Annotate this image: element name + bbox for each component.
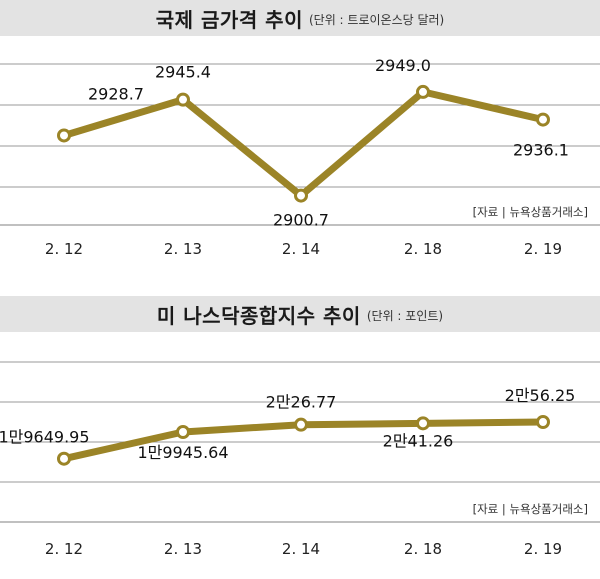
x-tick-label: 2. 12: [45, 540, 83, 558]
x-tick-label: 2. 14: [282, 240, 320, 258]
data-label: 2만41.26: [383, 431, 454, 450]
gold-chart-unit: (단위 : 트로이온스당 달러): [308, 13, 445, 27]
x-tick-label: 2. 18: [404, 540, 442, 558]
data-point: [57, 128, 71, 143]
nasdaq-chart: 미 나스닥종합지수 추이 (단위 : 포인트) [자료 | 뉴욕상품거래소] 1만…: [0, 296, 600, 579]
source-note: [자료 | 뉴욕상품거래소]: [473, 502, 588, 516]
data-label: 2만56.25: [505, 386, 576, 405]
data-point: [416, 84, 430, 99]
data-point: [176, 92, 190, 107]
data-point: [294, 188, 308, 203]
x-tick-label: 2. 12: [45, 240, 83, 258]
x-tick-label: 2. 19: [524, 240, 562, 258]
data-label: 1만9945.64: [137, 443, 228, 462]
data-label: 2928.7: [88, 84, 144, 103]
data-label: 2900.7: [273, 211, 329, 230]
source-note: [자료 | 뉴욕상품거래소]: [473, 205, 588, 219]
data-point: [536, 112, 550, 127]
gold-price-chart: 국제 금가격 추이 (단위 : 트로이온스당 달러) [자료 | 뉴욕상품거래소…: [0, 0, 600, 258]
data-point: [57, 451, 71, 466]
data-point: [176, 424, 190, 439]
gold-plot-area: [자료 | 뉴욕상품거래소] 2928.7 2945.4 2900.7 2949.0 29…: [0, 56, 600, 258]
nasdaq-chart-unit: (단위 : 포인트): [366, 309, 444, 323]
nasdaq-chart-title-bar: [0, 296, 600, 332]
data-label: 2949.0: [375, 56, 431, 75]
data-point: [294, 417, 308, 432]
nasdaq-chart-title: 미 나스닥종합지수 추이: [156, 303, 361, 328]
data-label: 1만9649.95: [0, 428, 90, 447]
x-tick-label: 2. 14: [282, 540, 320, 558]
data-point: [536, 415, 550, 429]
data-label: 2936.1: [513, 141, 569, 160]
x-tick-label: 2. 13: [164, 540, 202, 558]
x-tick-label: 2. 19: [524, 540, 562, 558]
nasdaq-plot-area: [자료 | 뉴욕상품거래소] 1만9649.95 1만9945.64 2만26.77 2…: [0, 361, 600, 558]
data-label: 2945.4: [155, 63, 211, 82]
data-label: 2만26.77: [266, 393, 337, 412]
series-line: [60, 88, 547, 200]
data-point: [416, 416, 430, 431]
gold-chart-title: 국제 금가격 추이: [155, 7, 303, 32]
gold-chart-title-bar: [0, 0, 600, 36]
x-tick-label: 2. 18: [404, 240, 442, 258]
x-tick-label: 2. 13: [164, 240, 202, 258]
